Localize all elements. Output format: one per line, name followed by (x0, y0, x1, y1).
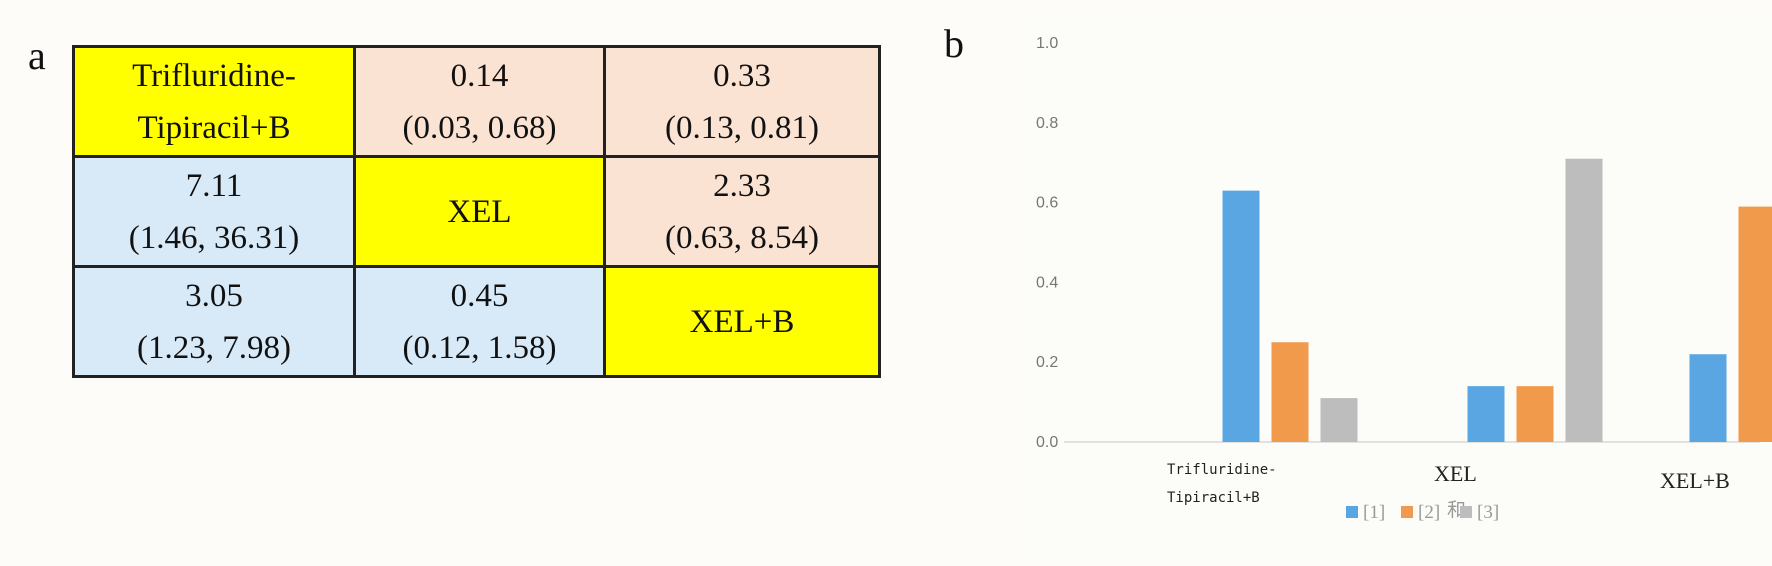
category-label: XEL (1434, 461, 1477, 486)
category-label: Tipiracil+B (1167, 490, 1260, 506)
matrix-cell-text: 0.33 (713, 57, 771, 94)
matrix-row: Trifluridine- Tipiracil+B 0.14 (0.03, 0.68)… (72, 45, 881, 158)
legend-label: [2] (1418, 502, 1440, 523)
legend-swatch (1346, 506, 1358, 518)
y-tick-label: 0.8 (1036, 115, 1058, 132)
matrix-row: 7.11 (1.46, 36.31) XEL 2.33 (0.63, 8.54) (72, 155, 881, 268)
bar-1-0 (1222, 190, 1260, 442)
bar-1-2 (1689, 354, 1727, 442)
matrix-cell-text: (0.03, 0.68) (402, 109, 557, 146)
matrix-cell-text: XEL (447, 193, 512, 230)
matrix-cell-lower: 0.45 (0.12, 1.58) (353, 265, 606, 378)
matrix-cell-text: 2.33 (713, 167, 771, 204)
legend-swatch (1460, 506, 1472, 518)
y-tick-label: 0.6 (1036, 195, 1058, 212)
category-label: XEL+B (1660, 468, 1730, 493)
matrix-cell-upper: 2.33 (0.63, 8.54) (603, 155, 881, 268)
bar-3-0 (1320, 398, 1358, 442)
category-label: Trifluridine- (1167, 462, 1277, 478)
panel-b-label: b (944, 21, 964, 66)
matrix-cell-diag: XEL+B (603, 265, 881, 378)
comparison-matrix: Trifluridine- Tipiracil+B 0.14 (0.03, 0.68)… (72, 45, 881, 378)
legend-label: [1] (1363, 502, 1385, 523)
matrix-cell-lower: 3.05 (1.23, 7.98) (72, 265, 356, 378)
matrix-cell-lower: 7.11 (1.46, 36.31) (72, 155, 356, 268)
bar-3-1 (1565, 158, 1603, 442)
panel-a-label: a (28, 33, 46, 78)
y-tick-label: 0.4 (1036, 274, 1058, 291)
y-tick-label: 0.2 (1036, 354, 1058, 371)
matrix-cell-text: (0.13, 0.81) (665, 109, 819, 146)
matrix-cell-text: (1.46, 36.31) (128, 219, 300, 256)
matrix-cell-text: 7.11 (185, 167, 243, 204)
y-tick-label: 0.0 (1036, 434, 1058, 451)
matrix-cell-text: 0.45 (450, 277, 509, 314)
matrix-row: 3.05 (1.23, 7.98) 0.45 (0.12, 1.58) XEL+B (72, 265, 881, 378)
matrix-cell-text: Tipiracil+B (137, 109, 291, 146)
matrix-cell-upper: 0.14 (0.03, 0.68) (353, 45, 606, 158)
bar-2-2 (1738, 206, 1772, 442)
matrix-cell-text: Trifluridine- (132, 57, 296, 94)
bar-2-0 (1271, 342, 1309, 442)
bar-chart: 0.0 0.2 0.4 0.6 0.8 1.0 Trifluridine- Tipiracil… (1036, 35, 1772, 523)
y-tick-label: 1.0 (1036, 35, 1058, 52)
legend-swatch (1401, 506, 1413, 518)
matrix-cell-text: (1.23, 7.98) (137, 329, 291, 366)
matrix-cell-diag: XEL (353, 155, 606, 268)
bar-2-1 (1516, 386, 1554, 442)
matrix-cell-text: XEL+B (689, 303, 795, 340)
matrix-cell-upper: 0.33 (0.13, 0.81) (603, 45, 881, 158)
matrix-cell-text: (0.12, 1.58) (402, 329, 557, 366)
matrix-cell-text: (0.63, 8.54) (665, 219, 819, 256)
bar-1-1 (1467, 386, 1505, 442)
matrix-cell-text: 3.05 (185, 277, 243, 314)
legend-label: [3] (1477, 502, 1499, 523)
bar-chart-panel: 0.0 0.2 0.4 0.6 0.8 1.0 Trifluridine- Tipiracil… (1024, 18, 1772, 558)
matrix-cell-diag: Trifluridine- Tipiracil+B (72, 45, 356, 158)
matrix-cell-text: 0.14 (450, 57, 509, 94)
